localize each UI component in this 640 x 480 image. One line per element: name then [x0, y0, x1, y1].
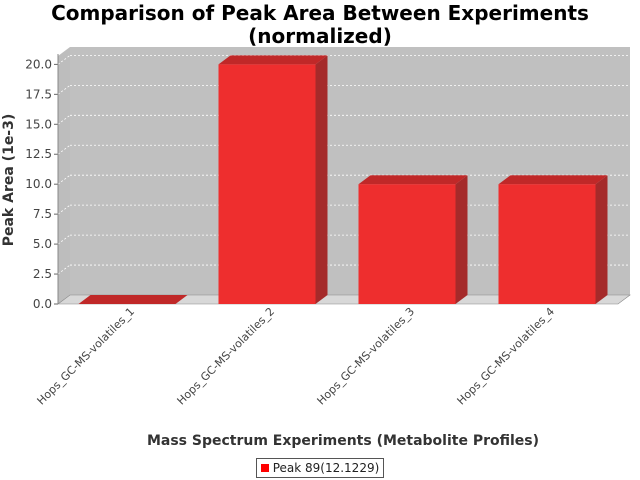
y-tick-label: 20.0 [25, 57, 52, 71]
bar-top [218, 55, 328, 65]
bar [358, 175, 468, 304]
x-axis-title: Mass Spectrum Experiments (Metabolite Pr… [147, 433, 539, 449]
legend-item: Peak 89(12.1229) [255, 458, 385, 478]
gridline-left [57, 55, 71, 65]
bar-top [78, 295, 188, 304]
y-tick-label: 7.5 [33, 207, 52, 221]
chart-title: Comparison of Peak Area Between Experime… [0, 2, 640, 48]
y-axis-title: Peak Area (1e-3) [1, 114, 17, 247]
gridline-left [57, 174, 71, 185]
bar-front [218, 64, 316, 304]
legend: Peak 89(12.1229) [0, 457, 640, 478]
plot-back-wall [70, 47, 630, 295]
gridline-left [57, 114, 71, 125]
legend-swatch [260, 464, 269, 472]
y-tick-label: 17.5 [25, 87, 52, 101]
y-tick-label: 2.5 [33, 267, 52, 281]
bar-top [498, 175, 608, 185]
gridline-left [57, 264, 71, 275]
bar-side [315, 55, 328, 304]
y-tick-label: 0.0 [33, 297, 52, 311]
legend-label: Peak 89(12.1229) [272, 461, 380, 475]
gridline-left [57, 234, 71, 245]
bar-top [358, 175, 468, 185]
chart-title-line-1: Comparison of Peak Area Between Experime… [51, 1, 589, 25]
x-tick-label: Hops_GC-MS-volatiles_4 [455, 305, 558, 408]
y-tick-label: 10.0 [25, 177, 52, 191]
bar-side [595, 175, 608, 304]
plot-left-wall [58, 47, 70, 304]
bar [498, 175, 608, 304]
bar-front [358, 184, 456, 304]
y-tick-label: 12.5 [25, 147, 52, 161]
x-tick-label: Hops_GC-MS-volatiles_1 [35, 305, 138, 408]
x-tick-label: Hops_GC-MS-volatiles_3 [315, 305, 418, 408]
bar [78, 295, 188, 304]
y-tick-label: 5.0 [33, 237, 52, 251]
bar [218, 55, 328, 304]
x-tick-label: Hops_GC-MS-volatiles_2 [175, 305, 278, 408]
chart-title-line-2: (normalized) [248, 24, 392, 48]
gridline-left [57, 144, 71, 155]
y-tick-label: 15.0 [25, 117, 52, 131]
gridline-left [57, 204, 71, 215]
bar-front [498, 184, 596, 304]
bar-side [455, 175, 468, 304]
gridline-left [57, 85, 71, 95]
